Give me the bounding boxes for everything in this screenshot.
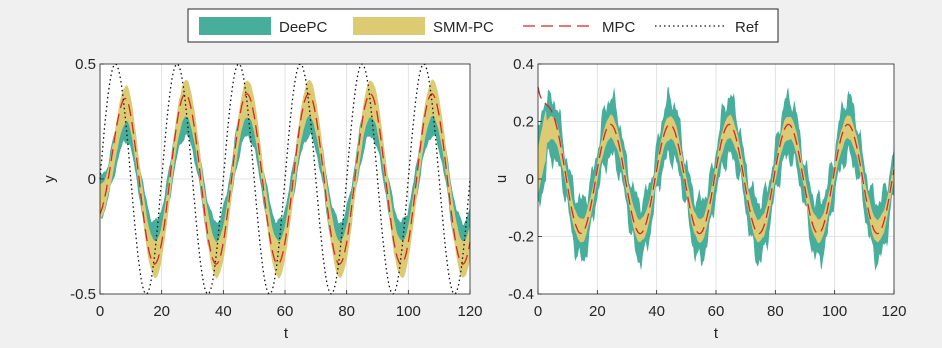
line-mpc (537, 86, 895, 235)
x-tick-label: 100 (822, 303, 847, 320)
y-tick-label: 0 (526, 171, 534, 188)
y-tick-label: -0.5 (70, 286, 96, 303)
axes-y: 0 20 40 60 80 100 120-0.500.5 t y (41, 56, 483, 342)
ticks-u: 0 20 40 60 80 100 120 -0.4 -0.2 0 0.2 0.4 (508, 56, 906, 320)
axes-u: 0 20 40 60 80 100 120 -0.4 -0.2 0 0.2 0.4 t u (493, 56, 907, 342)
legend-label-smmpc: SMM-PC (433, 19, 494, 36)
xlabel-y-plot: t (284, 325, 289, 342)
legend-label-deepc: DeePC (279, 19, 328, 36)
y-tick-label: 0.5 (75, 56, 96, 73)
ylabel-u-plot: u (493, 175, 510, 183)
x-tick-label: 100 (396, 303, 421, 320)
x-tick-label: 120 (881, 303, 906, 320)
legend-swatch-deepc (199, 17, 271, 35)
band-smmpc (100, 79, 470, 279)
x-tick-label: 0 (96, 303, 104, 320)
ticks-y: 0 20 40 60 80 100 120-0.500.5 (70, 56, 482, 320)
x-tick-label: 40 (215, 303, 232, 320)
legend-label-mpc: MPC (602, 19, 636, 36)
legend-box (187, 8, 779, 43)
line-ref (99, 63, 471, 295)
x-tick-label: 40 (648, 303, 665, 320)
legend: DeePC SMM-PC MPC Ref (187, 8, 779, 43)
y-tick-label: 0.2 (513, 114, 534, 131)
figure: DeePC SMM-PC MPC Ref 0 20 40 60 80 100 120 -0.5… (36, 0, 942, 343)
legend-label-ref: Ref (735, 19, 759, 36)
x-tick-label: 80 (767, 303, 784, 320)
y-tick-label: 0.4 (513, 56, 534, 73)
x-tick-label: 0 (534, 303, 542, 320)
band-smmpc (538, 109, 894, 244)
x-tick-label: 60 (277, 303, 294, 320)
y-tick-label: 0 (88, 171, 96, 188)
x-tick-label: 20 (153, 303, 170, 320)
y-tick-label: -0.4 (508, 286, 534, 303)
x-tick-label: 80 (338, 303, 355, 320)
ylabel-y-plot: y (41, 175, 58, 183)
data-u (537, 86, 895, 271)
x-tick-label: 20 (589, 303, 606, 320)
x-tick-label: 120 (457, 303, 482, 320)
figure-canvas: DeePC SMM-PC MPC Ref 0 20 40 60 80 100 120 -0.5… (41, 8, 907, 342)
x-tick-label: 60 (708, 303, 725, 320)
data-y (99, 63, 471, 295)
legend-swatch-smmpc (353, 17, 425, 35)
line-mpc (99, 93, 471, 265)
xlabel-u-plot: t (714, 325, 719, 342)
y-tick-label: -0.2 (508, 229, 534, 246)
